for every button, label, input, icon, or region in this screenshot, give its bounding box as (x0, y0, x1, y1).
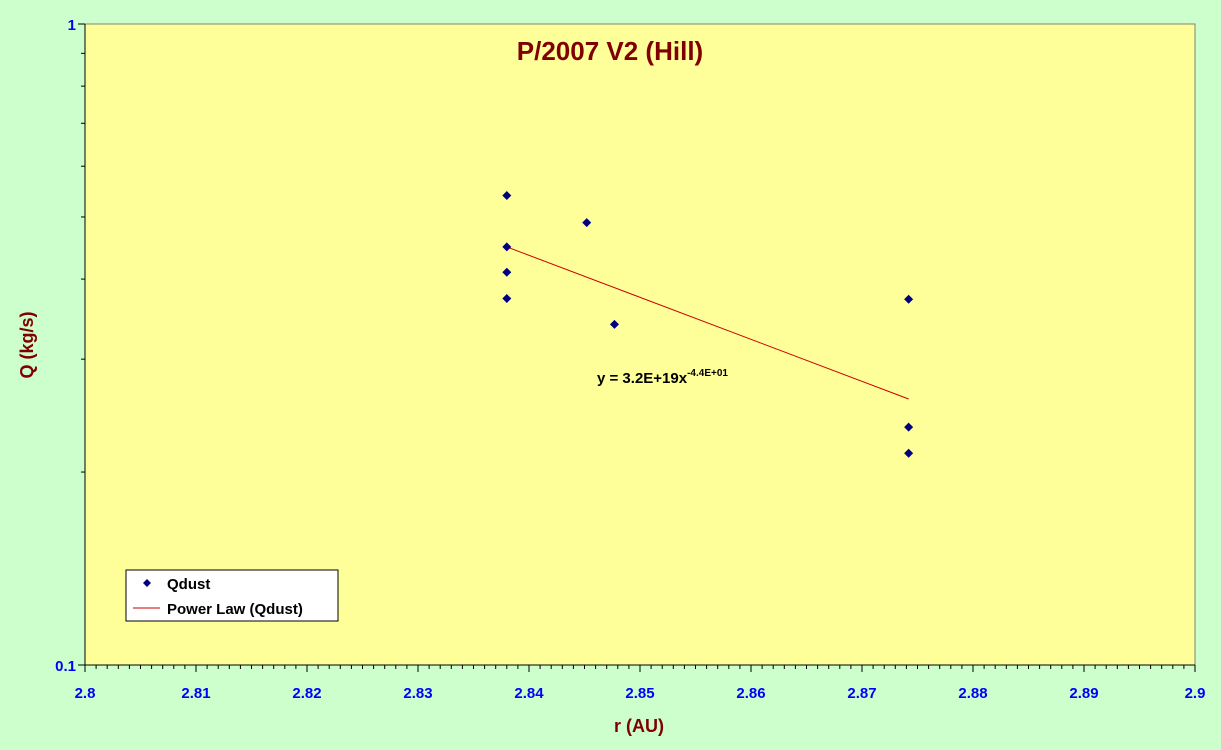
chart-title: P/2007 V2 (Hill) (517, 36, 703, 66)
trendline-equation-exponent: -4.4E+01 (687, 368, 728, 379)
x-tick-label: 2.89 (1069, 685, 1098, 702)
data-point-qdust (904, 294, 914, 304)
data-point-qdust (502, 191, 512, 201)
x-tick-label: 2.81 (181, 685, 210, 702)
x-tick-label: 2.8 (75, 685, 96, 702)
trendline-group (506, 246, 909, 400)
trendline-equation-base: y = 3.2E+19x (597, 370, 688, 387)
x-tick-label: 2.83 (403, 685, 432, 702)
trendline-equation: y = 3.2E+19x-4.4E+01 (597, 368, 728, 387)
legend-box (125, 569, 339, 622)
legend-marker-qdust (143, 579, 151, 587)
x-tick-label: 2.88 (958, 685, 987, 702)
x-tick-label: 2.85 (625, 685, 654, 702)
legend-label-power-law: Power Law (Qdust) (167, 601, 303, 618)
x-tick-label: 2.87 (847, 685, 876, 702)
plot-area (84, 23, 1196, 666)
x-axis-title: r (AU) (614, 716, 664, 736)
x-axis: 2.8 2.81 2.82 2.83 2.84 2.85 2.86 2.87 2.88 2.89 2… (75, 664, 1206, 702)
trendline-power-law (506, 246, 909, 400)
x-tick-label: 2.86 (736, 685, 765, 702)
data-point-qdust (582, 218, 592, 228)
y-tick-label: 0.1 (55, 658, 76, 675)
data-point-qdust (609, 319, 619, 329)
data-point-qdust (502, 242, 512, 252)
data-point-qdust (502, 294, 512, 304)
y-axis-title: Q (kg/s) (17, 311, 37, 378)
x-tick-label: 2.82 (292, 685, 321, 702)
y-tick-label: 1 (68, 17, 76, 34)
data-point-qdust (502, 267, 512, 277)
y-axis: 0.11 (55, 17, 86, 675)
data-points (502, 191, 914, 458)
data-point-qdust (904, 422, 914, 432)
x-tick-label: 2.9 (1185, 685, 1206, 702)
x-tick-label: 2.84 (514, 685, 544, 702)
legend: Qdust Power Law (Qdust) (125, 569, 339, 622)
legend-label-qdust: Qdust (167, 576, 210, 593)
data-point-qdust (904, 448, 914, 458)
